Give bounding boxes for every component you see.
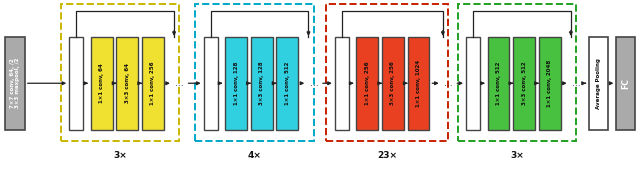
Text: ...: ... [444,79,452,88]
FancyBboxPatch shape [91,37,113,130]
Text: 3×: 3× [113,151,127,160]
Text: 7×7 conv, 64, /2
3×3 maxpool, /2: 7×7 conv, 64, /2 3×3 maxpool, /2 [10,58,20,108]
Text: 23×: 23× [377,151,397,160]
FancyBboxPatch shape [589,37,608,130]
Text: ...: ... [310,79,318,88]
Text: 4×: 4× [248,151,261,160]
FancyBboxPatch shape [488,37,509,130]
Text: 3×: 3× [510,151,524,160]
Text: 1×1 conv, 2048: 1×1 conv, 2048 [547,60,552,107]
FancyBboxPatch shape [204,37,218,130]
FancyBboxPatch shape [5,37,25,130]
Text: 1×1 conv, 512: 1×1 conv, 512 [496,62,501,105]
FancyBboxPatch shape [408,37,429,130]
Text: 1×1 conv, 1024: 1×1 conv, 1024 [416,60,421,107]
Text: 3×3 conv, 64: 3×3 conv, 64 [125,63,130,103]
FancyBboxPatch shape [513,37,535,130]
FancyBboxPatch shape [539,37,561,130]
FancyBboxPatch shape [335,37,349,130]
FancyBboxPatch shape [116,37,138,130]
FancyBboxPatch shape [466,37,480,130]
FancyBboxPatch shape [142,37,164,130]
Text: 1×1 conv, 256: 1×1 conv, 256 [365,61,370,105]
FancyBboxPatch shape [69,37,83,130]
Text: 1×1 conv, 256: 1×1 conv, 256 [150,61,156,105]
FancyBboxPatch shape [225,37,247,130]
Text: 3×3 conv, 128: 3×3 conv, 128 [259,61,264,105]
FancyBboxPatch shape [276,37,298,130]
FancyBboxPatch shape [251,37,273,130]
Text: ...: ... [175,79,184,88]
Text: ...: ... [572,79,580,88]
FancyBboxPatch shape [616,37,636,130]
Text: 3×3 conv, 256: 3×3 conv, 256 [390,61,396,105]
Text: Average Pooling: Average Pooling [596,58,601,109]
FancyBboxPatch shape [356,37,378,130]
Text: 1×1 conv, 128: 1×1 conv, 128 [234,62,239,105]
Text: 1×1 conv, 512: 1×1 conv, 512 [285,62,290,105]
Text: FC: FC [621,78,630,89]
Text: 3×3 conv, 512: 3×3 conv, 512 [522,61,527,105]
Text: 1×1 conv, 64: 1×1 conv, 64 [99,63,104,103]
FancyBboxPatch shape [382,37,404,130]
